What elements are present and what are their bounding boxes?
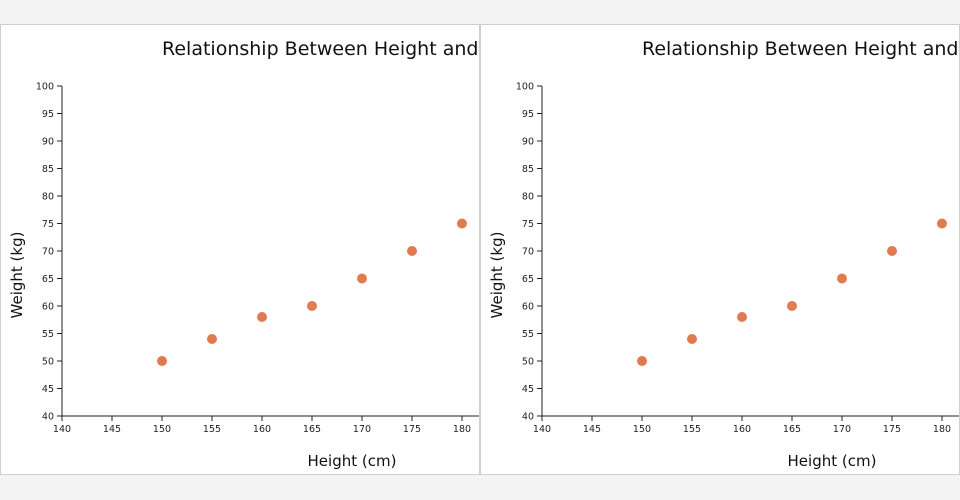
data-points <box>157 218 467 366</box>
y-tick-label: 60 <box>42 302 54 313</box>
data-point <box>257 312 267 322</box>
y-tick-label: 50 <box>42 357 54 368</box>
chart-title: Relationship Between Height and Weight <box>162 38 480 60</box>
x-tick-label: 165 <box>303 424 321 435</box>
x-tick-label: 145 <box>583 424 601 435</box>
y-axis-title: Weight (kg) <box>8 232 26 319</box>
x-tick-label: 175 <box>403 424 421 435</box>
y-tick-label: 45 <box>42 384 54 395</box>
y-tick-label: 90 <box>522 137 534 148</box>
y-tick-label: 85 <box>42 164 54 175</box>
scatter-chart-right: Relationship Between Height and Weight H… <box>488 38 960 470</box>
data-point <box>887 246 897 256</box>
axes: 140 145 150 155 160 165 170 175 180 40 45 50 55 60 65 7… <box>516 82 959 435</box>
data-point <box>787 301 797 311</box>
data-point <box>307 301 317 311</box>
data-point <box>937 218 947 229</box>
data-point <box>837 273 847 284</box>
y-tick-label: 60 <box>522 302 534 313</box>
y-tick-label: 55 <box>522 329 534 340</box>
axes: 140 145 150 155 160 165 170 175 180 40 45 50 55 60 65 7… <box>36 82 479 435</box>
y-tick-label: 70 <box>42 247 54 258</box>
chart-panel-right: Relationship Between Height and Weight H… <box>480 24 960 475</box>
y-tick-label: 75 <box>522 219 534 230</box>
x-tick-label: 145 <box>103 424 121 435</box>
chart-title: Relationship Between Height and Weight <box>642 38 960 60</box>
y-tick-label: 40 <box>522 412 534 423</box>
data-point <box>357 273 367 284</box>
data-point <box>157 356 167 366</box>
data-point <box>687 334 697 344</box>
y-tick-label: 95 <box>42 109 54 120</box>
y-tick-label: 100 <box>516 82 534 93</box>
x-tick-label: 150 <box>153 424 171 435</box>
chart-panel-left: Relationship Between Height and Weight H… <box>0 24 480 475</box>
y-tick-label: 65 <box>522 274 534 285</box>
y-tick-label: 95 <box>522 109 534 120</box>
data-point <box>457 218 467 229</box>
x-axis-title: Height (cm) <box>308 452 397 470</box>
data-points <box>637 218 947 366</box>
data-point <box>407 246 417 256</box>
x-tick-label: 165 <box>783 424 801 435</box>
x-tick-label: 150 <box>633 424 651 435</box>
y-tick-label: 100 <box>36 82 54 93</box>
x-tick-label: 175 <box>883 424 901 435</box>
y-axis-title: Weight (kg) <box>488 232 506 319</box>
x-tick-label: 155 <box>683 424 701 435</box>
y-tick-label: 80 <box>522 192 534 203</box>
data-point <box>637 356 647 366</box>
data-point <box>737 312 747 322</box>
x-axis-title: Height (cm) <box>788 452 877 470</box>
y-tick-label: 75 <box>42 219 54 230</box>
y-tick-label: 85 <box>522 164 534 175</box>
y-tick-label: 70 <box>522 247 534 258</box>
x-tick-label: 155 <box>203 424 221 435</box>
data-point <box>207 334 217 344</box>
x-tick-label: 180 <box>453 424 471 435</box>
x-tick-label: 170 <box>833 424 851 435</box>
y-tick-label: 65 <box>42 274 54 285</box>
x-tick-label: 160 <box>253 424 271 435</box>
x-tick-label: 140 <box>53 424 71 435</box>
scatter-chart-left: Relationship Between Height and Weight H… <box>8 38 480 470</box>
x-tick-label: 160 <box>733 424 751 435</box>
x-tick-label: 140 <box>533 424 551 435</box>
x-tick-label: 170 <box>353 424 371 435</box>
y-tick-label: 55 <box>42 329 54 340</box>
y-tick-label: 50 <box>522 357 534 368</box>
y-tick-label: 40 <box>42 412 54 423</box>
y-tick-label: 90 <box>42 137 54 148</box>
x-tick-label: 180 <box>933 424 951 435</box>
y-tick-label: 45 <box>522 384 534 395</box>
y-tick-label: 80 <box>42 192 54 203</box>
